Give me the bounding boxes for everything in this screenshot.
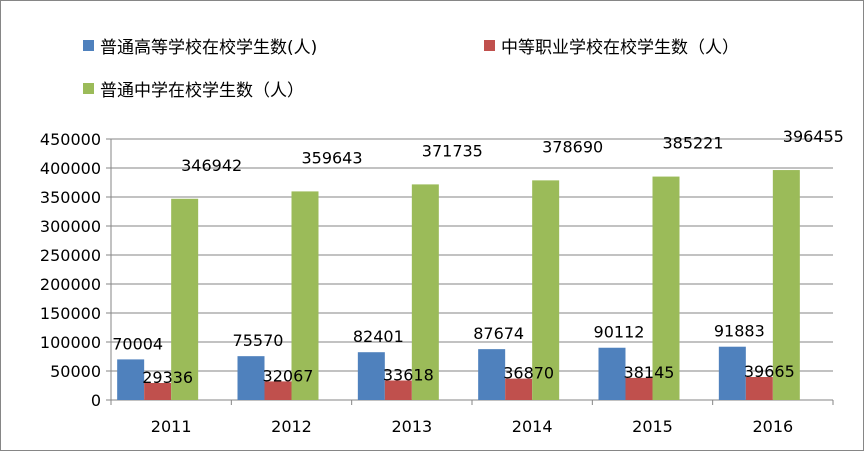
legend-label-series-1: 普通高等学校在校学生数(人) [100,38,318,58]
x-tick-label: 2013 [391,417,432,436]
x-tick-label: 2015 [632,417,673,436]
legend-swatch-series-3 [83,83,94,94]
y-tick-label: 300000 [40,217,101,236]
data-label-series-2: 38145 [624,363,675,382]
data-label-series-1: 91883 [714,322,765,341]
bar-series-3 [772,170,800,400]
legend-item-series-2: 中等职业学校在校学生数（人） [484,33,739,58]
bar-series-1 [237,356,265,400]
legend-item-series-3: 普通中学在校学生数（人） [83,76,304,101]
y-tick-label: 450000 [40,130,101,149]
y-tick-label: 200000 [40,275,101,294]
y-tick-label: 100000 [40,333,101,352]
data-label-series-3: 378690 [542,137,603,156]
y-tick-label: 150000 [40,304,101,323]
bar-series-1 [117,359,145,400]
bar-series-3 [532,180,560,400]
bar-series-2 [745,376,773,400]
bar-series-3 [291,191,319,400]
data-label-series-1: 70004 [112,334,163,353]
data-label-series-3: 359643 [301,148,362,167]
y-tick-label: 250000 [40,246,101,265]
y-tick-label: 0 [91,391,101,410]
bar-series-1 [598,347,626,400]
bar-series-2 [384,380,412,400]
bar-series-2 [625,377,653,400]
x-tick-label: 2011 [151,417,192,436]
bar-series-3 [171,198,199,400]
data-label-series-2: 39665 [744,362,795,381]
chart-legend: 普通高等学校在校学生数(人) 中等职业学校在校学生数（人） 普通中学在校学生数（… [1,1,863,111]
legend-label-series-3: 普通中学在校学生数（人） [100,81,304,101]
bar-series-1 [718,346,746,400]
bar-series-1 [478,349,506,400]
y-tick-label: 400000 [40,159,101,178]
data-label-series-1: 75570 [233,331,284,350]
data-label-series-2: 36870 [503,364,554,383]
legend-item-series-1: 普通高等学校在校学生数(人) [83,33,317,58]
data-label-series-3: 396455 [783,127,844,146]
data-label-series-1: 90112 [594,323,645,342]
x-tick-label: 2014 [512,417,553,436]
data-label-series-2: 33618 [383,366,434,385]
data-label-series-3: 346942 [181,156,242,175]
y-tick-label: 50000 [50,362,101,381]
data-label-series-1: 87674 [473,324,524,343]
data-label-series-2: 32067 [263,366,314,385]
bar-series-2 [505,378,533,400]
data-label-series-1: 82401 [353,327,404,346]
bar-series-1 [357,352,385,400]
bar-series-3 [411,184,439,400]
y-tick-label: 350000 [40,188,101,207]
bar-series-3 [652,176,680,400]
x-tick-label: 2016 [752,417,793,436]
legend-swatch-series-2 [484,40,495,51]
data-label-series-3: 371735 [422,141,483,160]
bar-series-2 [264,381,292,400]
legend-label-series-2: 中等职业学校在校学生数（人） [501,38,739,58]
bar-series-2 [144,382,172,400]
legend-swatch-series-1 [83,40,94,51]
x-tick-label: 2012 [271,417,312,436]
data-label-series-2: 29336 [142,368,193,387]
data-label-series-3: 385221 [662,134,723,153]
